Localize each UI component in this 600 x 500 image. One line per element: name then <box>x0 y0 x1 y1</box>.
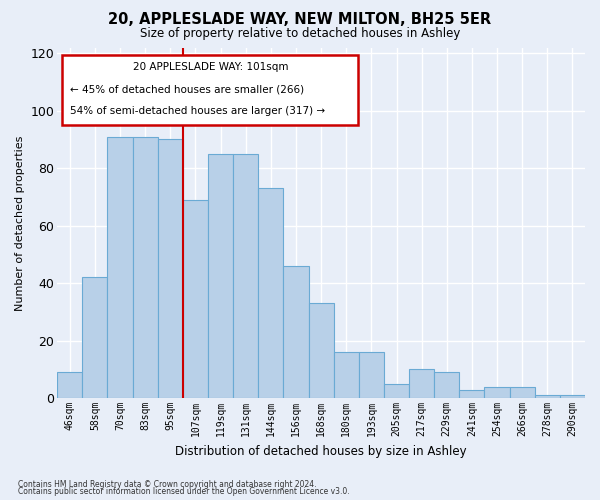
Bar <box>460 390 484 398</box>
Bar <box>535 396 560 398</box>
Text: 20, APPLESLADE WAY, NEW MILTON, BH25 5ER: 20, APPLESLADE WAY, NEW MILTON, BH25 5ER <box>109 12 491 28</box>
Bar <box>82 278 107 398</box>
Bar <box>208 154 233 398</box>
Bar <box>384 384 409 398</box>
Bar <box>334 352 359 398</box>
Bar <box>133 136 158 398</box>
Y-axis label: Number of detached properties: Number of detached properties <box>15 135 25 310</box>
Bar <box>283 266 308 398</box>
Bar <box>233 154 258 398</box>
Bar <box>509 386 535 398</box>
Bar <box>183 200 208 398</box>
Bar <box>158 140 183 398</box>
Bar <box>258 188 283 398</box>
Bar <box>359 352 384 398</box>
X-axis label: Distribution of detached houses by size in Ashley: Distribution of detached houses by size … <box>175 444 467 458</box>
Bar <box>409 370 434 398</box>
Text: Contains HM Land Registry data © Crown copyright and database right 2024.: Contains HM Land Registry data © Crown c… <box>18 480 317 489</box>
Bar <box>560 396 585 398</box>
Bar <box>107 136 133 398</box>
FancyBboxPatch shape <box>62 54 358 124</box>
Text: Contains public sector information licensed under the Open Government Licence v3: Contains public sector information licen… <box>18 487 350 496</box>
Text: Size of property relative to detached houses in Ashley: Size of property relative to detached ho… <box>140 28 460 40</box>
Text: ← 45% of detached houses are smaller (266): ← 45% of detached houses are smaller (26… <box>70 84 305 94</box>
Text: 20 APPLESLADE WAY: 101sqm: 20 APPLESLADE WAY: 101sqm <box>133 62 288 72</box>
Bar <box>308 304 334 398</box>
Bar <box>434 372 460 398</box>
Bar <box>484 386 509 398</box>
Bar <box>57 372 82 398</box>
Text: 54% of semi-detached houses are larger (317) →: 54% of semi-detached houses are larger (… <box>70 106 326 116</box>
